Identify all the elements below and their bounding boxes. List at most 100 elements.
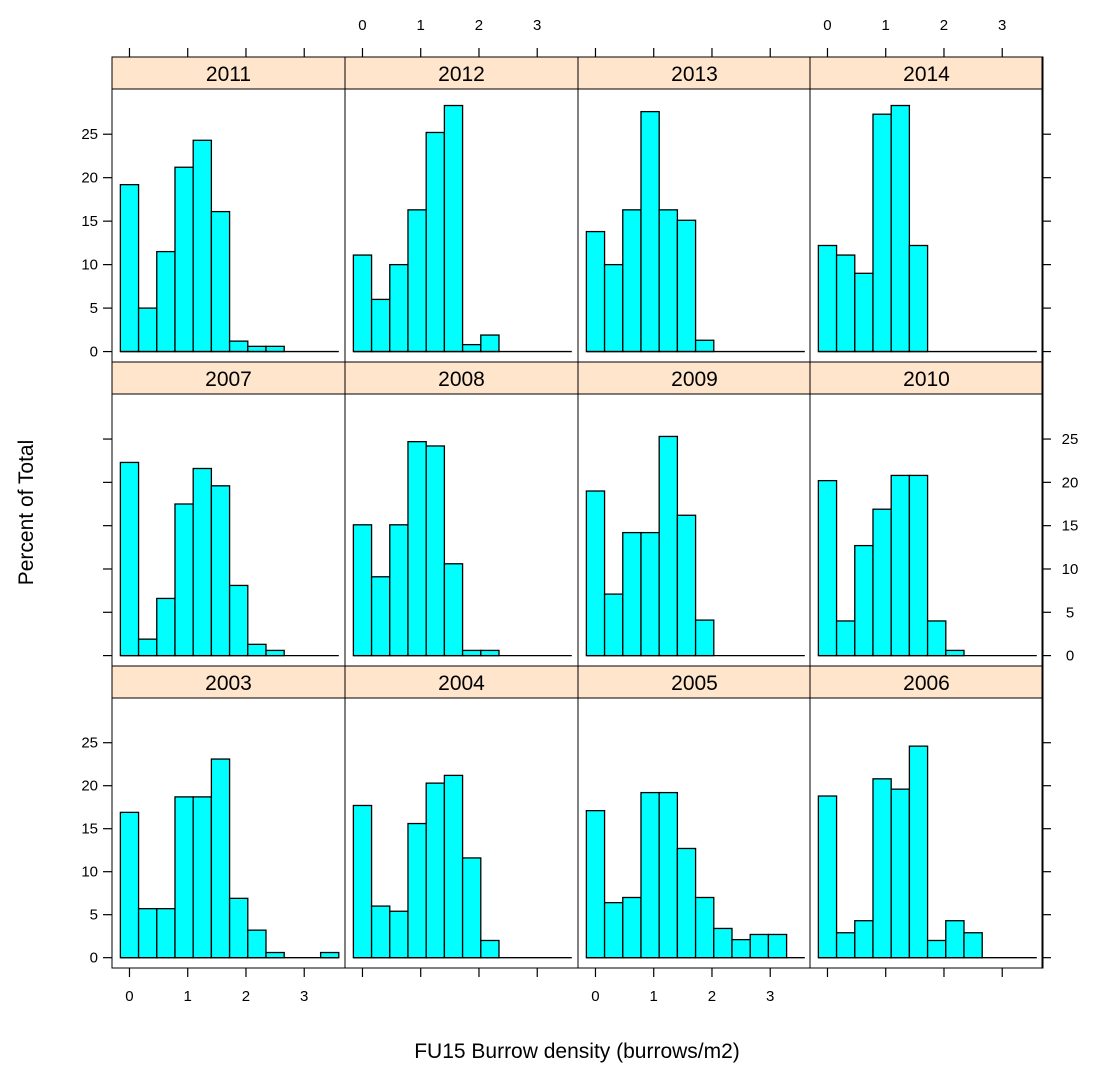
histogram-bar: [192, 796, 213, 959]
histogram-bar: [945, 649, 965, 657]
histogram-bar: [137, 638, 158, 657]
histogram-bar: [119, 183, 140, 353]
strip-label: 2014: [903, 63, 950, 86]
histogram-bar: [585, 490, 606, 657]
histogram-bar: [872, 113, 892, 353]
histogram-bar: [926, 939, 947, 959]
histogram-bar: [156, 908, 176, 959]
histogram-bar: [694, 619, 715, 657]
histogram-bar: [210, 210, 231, 353]
histogram-bar: [713, 927, 733, 959]
y-tick-label: 25: [81, 126, 98, 143]
strip-2013: [577, 56, 812, 90]
x-tick-label: 0: [125, 988, 133, 1005]
histogram-bar: [370, 576, 391, 657]
histogram-bar: [119, 811, 140, 959]
x-tick-label: 1: [882, 17, 890, 34]
histogram-bar: [890, 104, 911, 353]
histogram-bar: [174, 796, 194, 959]
histogram-bar: [443, 563, 464, 657]
histogram-bar: [854, 920, 874, 959]
histogram-bar: [265, 345, 285, 353]
histogram-bar: [480, 649, 500, 657]
y-tick-label: 5: [90, 300, 98, 317]
histogram-bar: [767, 933, 788, 959]
histogram-bar: [407, 440, 427, 657]
histogram-bar: [156, 250, 176, 353]
histogram-bar: [370, 298, 391, 353]
y-tick-label: 15: [1062, 518, 1079, 535]
histogram-bar: [228, 340, 249, 353]
histogram-bar: [622, 209, 642, 353]
y-tick-label: 15: [81, 213, 98, 230]
y-tick-label: 10: [81, 257, 98, 274]
histogram-bar: [425, 445, 446, 657]
histogram-bar: [407, 822, 427, 959]
histogram-bar: [425, 782, 446, 959]
histogram-bar: [156, 597, 176, 657]
histogram-bar: [389, 910, 409, 959]
histogram-bar: [694, 896, 715, 959]
histogram-bar: [854, 272, 874, 353]
histogram-bar: [247, 643, 267, 657]
strip-2003: [111, 665, 346, 699]
histogram-bar: [835, 254, 856, 353]
histogram-bar: [676, 514, 697, 657]
strip-2005: [577, 665, 812, 699]
histogram-bar: [210, 758, 231, 959]
x-tick-label: 3: [533, 17, 541, 34]
histogram-bar: [640, 531, 660, 657]
histogram-bar: [585, 230, 606, 353]
histogram-bar: [247, 345, 267, 353]
histogram-bar: [872, 778, 892, 959]
histogram-bar: [694, 339, 715, 353]
strip-2008: [344, 361, 579, 395]
strip-label: 2009: [671, 368, 718, 391]
y-tick-label: 10: [1062, 561, 1079, 578]
histogram-bar: [137, 307, 158, 353]
histogram-bar: [731, 938, 751, 959]
histogram-bar: [676, 847, 697, 959]
strip-label: 2011: [206, 63, 251, 86]
x-tick-label: 0: [358, 17, 366, 34]
histogram-bar: [603, 593, 624, 657]
strip-label: 2013: [671, 63, 718, 86]
histogram-bar: [676, 219, 697, 353]
histogram-bar: [370, 905, 391, 959]
histogram-bar: [817, 244, 838, 353]
strip-label: 2006: [903, 672, 950, 695]
histogram-bar: [658, 209, 679, 353]
histogram-bar: [352, 254, 373, 353]
histogram-bar: [480, 334, 500, 353]
histogram-bar: [585, 809, 606, 959]
y-tick-label: 0: [90, 950, 98, 967]
histogram-bar: [407, 209, 427, 353]
x-tick-label: 0: [823, 17, 831, 34]
histogram-bar: [603, 901, 624, 959]
x-tick-label: 2: [475, 17, 483, 34]
histogram-bar: [817, 479, 838, 657]
histogram-bar: [247, 929, 267, 959]
y-tick-label: 0: [1066, 648, 1074, 665]
y-tick-label: 20: [1062, 474, 1079, 491]
strip-2011: [111, 56, 346, 90]
histogram-bar: [174, 166, 194, 353]
histogram-bar: [119, 461, 140, 657]
strip-label: 2007: [205, 368, 252, 391]
histogram-bar: [389, 263, 409, 353]
strip-2006: [809, 665, 1044, 699]
histogram-bar: [352, 804, 373, 959]
y-tick-label: 25: [1062, 431, 1079, 448]
histogram-bar: [443, 774, 464, 959]
histogram-bar: [908, 745, 929, 959]
x-tick-label: 3: [300, 988, 308, 1005]
histogram-bar: [622, 896, 642, 959]
strip-label: 2012: [438, 63, 485, 86]
histogram-bar: [228, 584, 249, 657]
histogram-bar: [854, 544, 874, 657]
histogram-bar: [319, 951, 340, 959]
histogram-bar: [640, 110, 660, 353]
histogram-bar: [461, 649, 482, 657]
y-tick-label: 15: [81, 821, 98, 838]
